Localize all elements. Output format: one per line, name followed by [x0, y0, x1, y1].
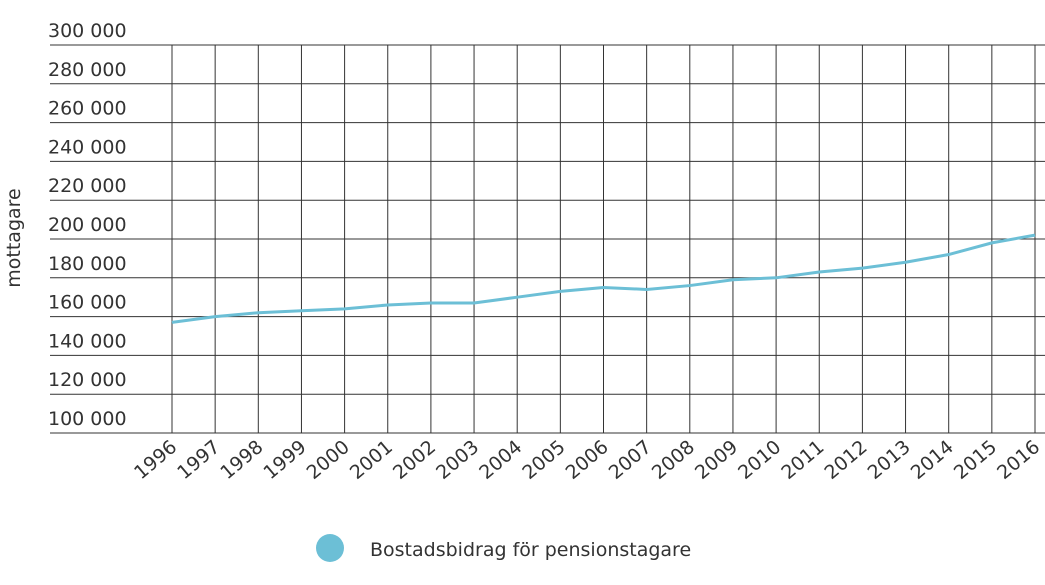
- x-tick-label: 2006: [562, 436, 613, 484]
- y-tick-label: 240 000: [48, 136, 127, 158]
- x-tick-label: 2008: [648, 436, 699, 484]
- x-tick-label: 1997: [173, 436, 224, 484]
- y-tick-label: 260 000: [48, 98, 127, 120]
- legend-label: Bostadsbidrag för pensionstagare: [370, 539, 691, 561]
- legend-marker: [316, 534, 344, 562]
- x-tick-label: 2002: [389, 436, 440, 484]
- x-tick-label: 2014: [907, 436, 958, 484]
- x-tick-label: 2007: [605, 436, 656, 484]
- x-tick-label: 2011: [777, 436, 828, 484]
- x-tick-label: 2016: [993, 436, 1044, 484]
- y-tick-label: 160 000: [48, 292, 127, 314]
- x-tick-label: 2012: [820, 436, 871, 484]
- y-tick-label: 120 000: [48, 369, 127, 391]
- x-tick-label: 2003: [432, 436, 483, 484]
- x-tick-label: 2009: [691, 436, 742, 484]
- x-tick-label: 2015: [950, 436, 1001, 484]
- y-tick-label: 100 000: [48, 408, 127, 430]
- y-tick-label: 220 000: [48, 175, 127, 197]
- x-tick-label: 1999: [259, 436, 310, 484]
- x-tick-label: 1998: [216, 436, 267, 484]
- y-tick-label: 280 000: [48, 59, 127, 81]
- x-tick-label: 2001: [346, 436, 397, 484]
- x-tick-label: 2005: [518, 436, 569, 484]
- y-tick-label: 140 000: [48, 330, 127, 352]
- line-series: [171, 233, 1036, 324]
- x-tick-label: 2000: [303, 436, 354, 484]
- x-tick-label: 2013: [864, 436, 915, 484]
- y-tick-label: 180 000: [48, 253, 127, 275]
- y-tick-label: 300 000: [48, 20, 127, 42]
- x-tick-label: 2010: [734, 436, 785, 484]
- y-axis-label: mottagare: [3, 188, 25, 287]
- x-tick-label: 1996: [130, 436, 181, 484]
- y-tick-label: 200 000: [48, 214, 127, 236]
- x-tick-label: 2004: [475, 436, 526, 484]
